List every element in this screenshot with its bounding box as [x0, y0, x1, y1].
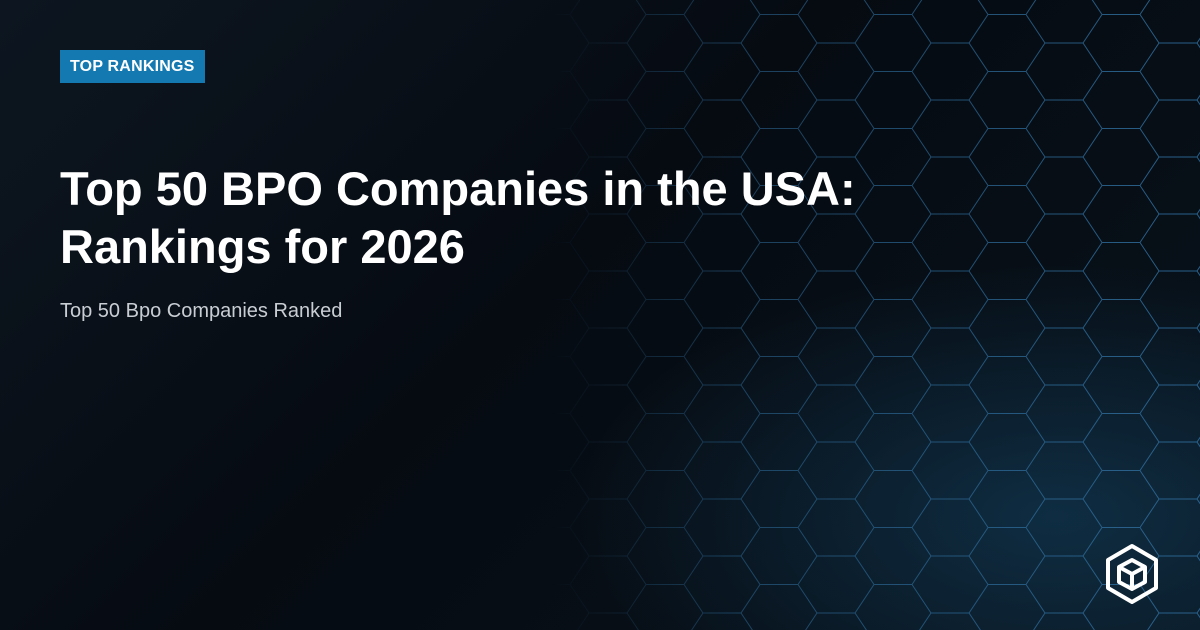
subtitle: Top 50 Bpo Companies Ranked [60, 300, 343, 322]
badge: TOP RANKINGS [60, 50, 205, 83]
title: Top 50 BPO Companies in the USA: Ranking… [60, 160, 856, 276]
title-line: Rankings for 2026 [60, 220, 465, 273]
title-line: Top 50 BPO Companies in the USA: [60, 162, 856, 215]
logo [1106, 544, 1158, 604]
